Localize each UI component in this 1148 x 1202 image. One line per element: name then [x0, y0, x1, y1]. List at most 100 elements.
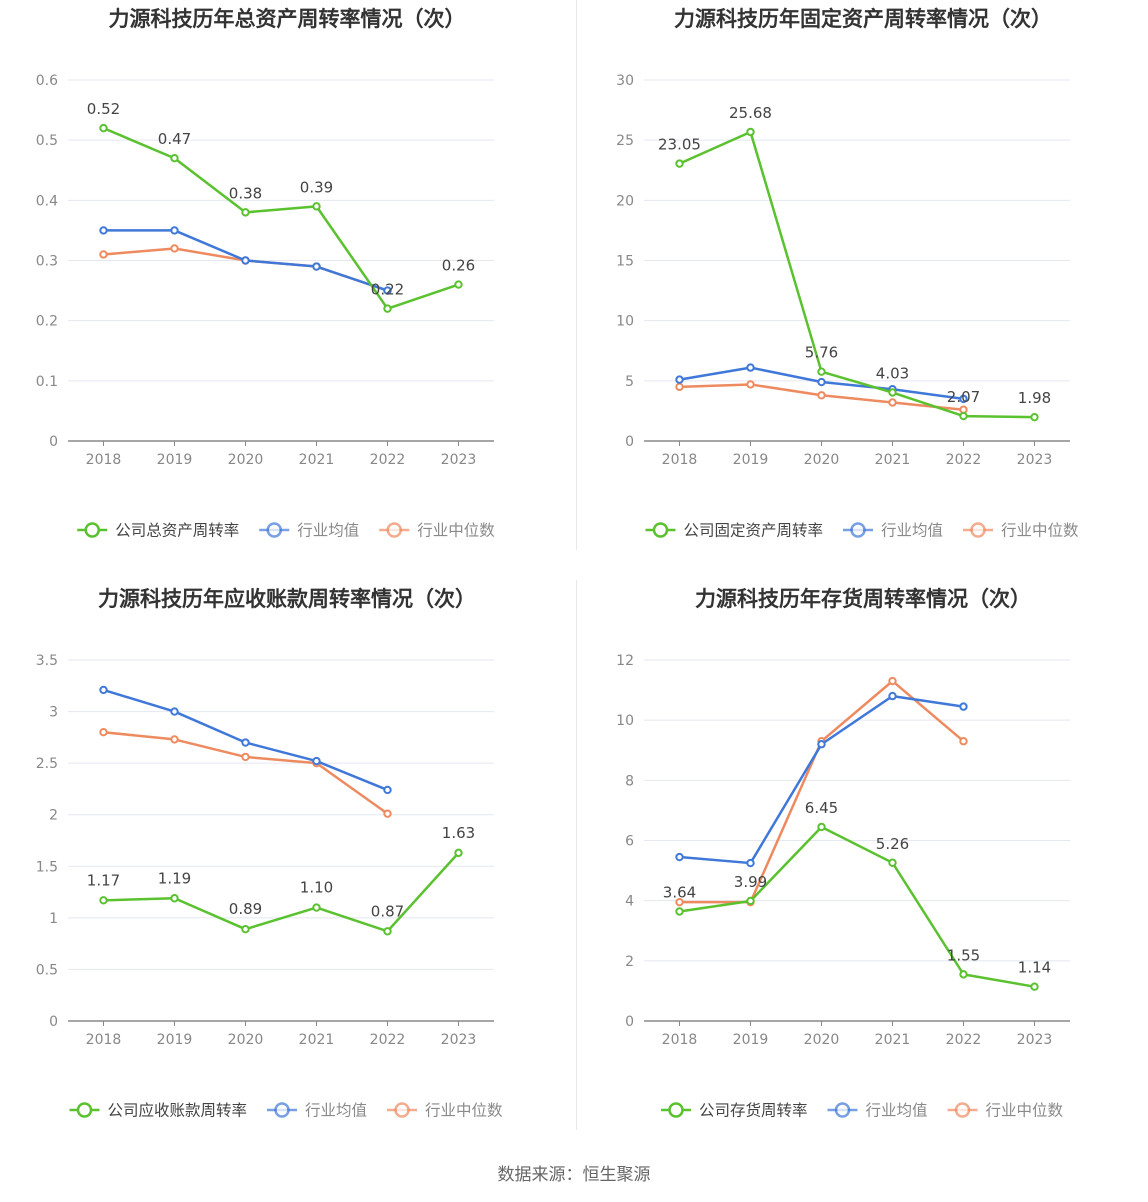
chart-receivables-turnover: 力源科技历年应收账款周转率情况（次） 0 0.5 1 1.5 2 2.5 3 3.5 2018 20…	[36, 587, 503, 1120]
chart-title: 力源科技历年固定资产周转率情况（次）	[674, 7, 1052, 31]
y-tick-label: 0.5	[36, 962, 58, 978]
x-tick-label: 2022	[370, 452, 406, 468]
x-tick-label: 2021	[875, 1032, 911, 1048]
data-point-company	[383, 927, 392, 936]
y-tick-label: 6	[625, 834, 634, 850]
series-line-average	[679, 694, 964, 865]
data-point-median	[241, 752, 250, 762]
data-point-company	[383, 304, 392, 313]
data-point-average	[675, 852, 684, 862]
data-point-company	[1030, 412, 1039, 422]
data-point-company	[454, 848, 463, 858]
panel-divider-bottom	[576, 580, 577, 1130]
legend-marker-company	[76, 1102, 93, 1118]
y-tick-label: 5	[625, 374, 634, 390]
data-point-company	[241, 208, 250, 217]
y-tick-label: 30	[616, 73, 634, 89]
chart-panel-receivables-turnover: 力源科技历年应收账款周转率情况（次） 0 0.5 1 1.5 2 2.5 3 3.5 2018 20…	[0, 580, 574, 1160]
data-label: 0.52	[87, 100, 120, 118]
x-tick-label: 2020	[804, 1032, 840, 1048]
y-tick-label: 0	[49, 434, 58, 450]
x-tick-label: 2023	[1017, 1032, 1053, 1048]
data-point-average	[383, 785, 392, 795]
y-tick-label: 3.5	[36, 653, 58, 669]
y-tick-label: 15	[616, 254, 634, 270]
data-point-median	[888, 398, 897, 407]
y-tick-label: 0	[625, 1014, 634, 1030]
data-point-company	[241, 925, 250, 934]
data-point-company	[746, 127, 755, 137]
legend-marker-median	[970, 522, 986, 538]
legend-label-company: 公司存货周转率	[699, 1102, 808, 1120]
data-label: 0.87	[371, 902, 404, 920]
y-tick-label: 0.5	[36, 133, 58, 149]
x-tick-label: 2020	[228, 452, 264, 468]
data-point-median	[170, 735, 179, 744]
data-label: 1.55	[947, 946, 980, 964]
data-point-company	[99, 123, 108, 133]
legend-label-company: 公司固定资产周转率	[684, 522, 824, 540]
x-tick-label: 2022	[946, 1032, 982, 1048]
data-label: 0.47	[158, 130, 191, 148]
data-label: 1.10	[300, 879, 333, 897]
y-tick-label: 20	[616, 193, 634, 209]
y-tick-label: 2	[625, 954, 634, 970]
data-point-median	[99, 728, 108, 737]
y-tick-label: 0.4	[36, 193, 58, 209]
y-tick-label: 0.3	[36, 254, 58, 270]
y-tick-label: 0.1	[36, 374, 58, 390]
legend-marker-company	[652, 522, 669, 538]
data-point-average	[959, 702, 968, 711]
data-point-average	[170, 226, 179, 235]
legend-marker-median	[954, 1102, 971, 1118]
series-line-company	[678, 130, 1035, 419]
legend-label-average: 行业均值	[866, 1102, 928, 1120]
data-point-company	[746, 896, 755, 906]
data-label: 0.38	[229, 184, 262, 202]
legend-label-average: 行业均值	[881, 522, 943, 540]
chart-legend: 公司存货周转率 行业均值 行业中位数	[661, 1102, 1064, 1120]
chart-legend: 公司总资产周转率 行业均值 行业中位数	[77, 522, 495, 540]
chart-panel-inventory-turnover: 力源科技历年存货周转率情况（次） 0 2 4 6 8 10 12 2018 2019 2020 202…	[576, 580, 1148, 1160]
data-label: 5.76	[805, 344, 838, 362]
data-point-company	[888, 858, 897, 867]
data-label: 0.89	[229, 900, 262, 918]
y-tick-label: 0.2	[36, 314, 58, 330]
data-point-company	[1030, 982, 1039, 991]
data-label: 0.26	[442, 257, 475, 275]
legend-marker-average	[834, 1102, 851, 1118]
x-tick-label: 2022	[370, 1032, 406, 1048]
y-tick-label: 10	[616, 713, 634, 729]
chart-legend: 公司固定资产周转率 行业均值 行业中位数	[645, 522, 1079, 540]
data-point-company	[817, 367, 826, 376]
data-point-median	[675, 382, 684, 392]
data-point-average	[99, 685, 108, 695]
legend-marker-median	[394, 1102, 410, 1118]
legend-label-median: 行业中位数	[417, 522, 495, 540]
data-label: 1.63	[442, 824, 475, 842]
data-point-company	[959, 970, 968, 979]
y-tick-label: 1	[49, 911, 58, 927]
data-point-median	[99, 250, 108, 259]
data-point-average	[170, 707, 179, 716]
data-source-footer: 数据来源：恒生聚源	[497, 1165, 651, 1185]
data-label: 1.17	[87, 871, 120, 889]
data-point-average	[312, 262, 321, 271]
data-label: 4.03	[876, 365, 909, 383]
x-tick-label: 2019	[733, 452, 769, 468]
data-point-company	[312, 202, 321, 211]
data-point-company	[959, 411, 968, 421]
data-label: 6.45	[805, 799, 838, 817]
x-tick-label: 2018	[86, 1032, 122, 1048]
legend-label-median: 行业中位数	[986, 1102, 1064, 1120]
data-label: 5.26	[876, 835, 909, 853]
data-label: 25.68	[729, 104, 772, 122]
data-label: 23.05	[658, 136, 701, 154]
data-point-median	[383, 809, 392, 818]
legend-label-company: 公司应收账款周转率	[108, 1101, 248, 1120]
y-tick-label: 25	[616, 133, 634, 149]
data-point-average	[959, 394, 968, 404]
legend-marker-average	[850, 522, 866, 538]
data-point-average	[817, 740, 826, 749]
y-tick-label: 0	[49, 1014, 58, 1030]
